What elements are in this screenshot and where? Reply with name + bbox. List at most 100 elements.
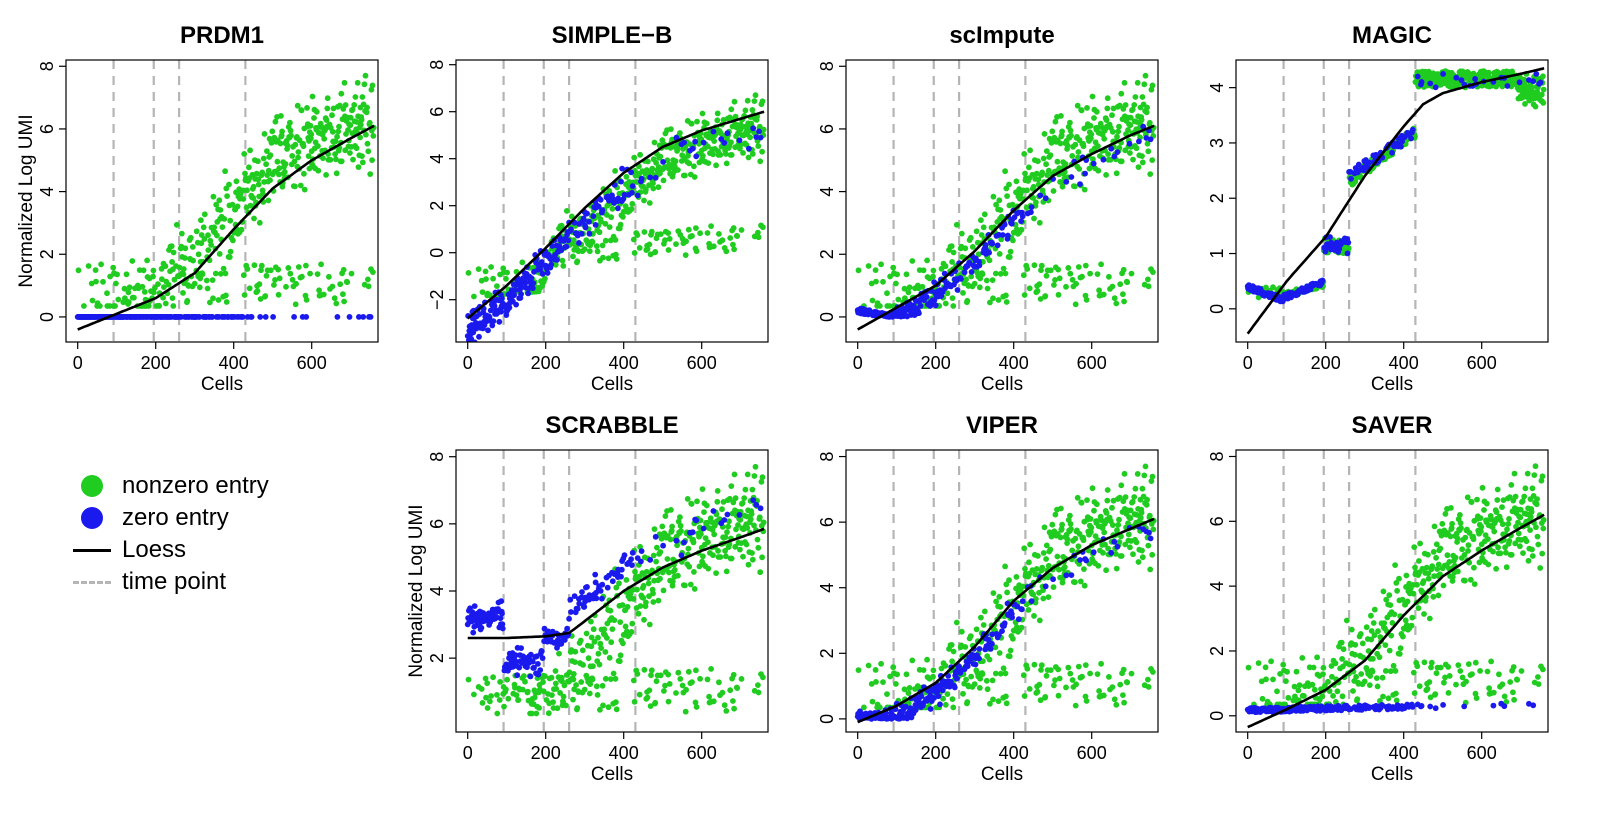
nonzero-point bbox=[950, 648, 957, 655]
nonzero-point bbox=[150, 267, 157, 274]
nonzero-point bbox=[1368, 636, 1375, 643]
nonzero-point bbox=[704, 230, 711, 236]
nonzero-point bbox=[1030, 195, 1037, 201]
nonzero-point bbox=[313, 108, 320, 115]
zero-point bbox=[496, 318, 503, 325]
nonzero-point bbox=[1044, 172, 1051, 179]
nonzero-point bbox=[666, 165, 672, 172]
nonzero-point bbox=[1132, 94, 1139, 100]
nonzero-point bbox=[1280, 661, 1287, 668]
zero-point bbox=[529, 285, 536, 292]
nonzero-point bbox=[1363, 624, 1370, 631]
nonzero-point bbox=[703, 120, 710, 127]
nonzero-point bbox=[1499, 83, 1506, 90]
nonzero-point bbox=[650, 180, 656, 187]
nonzero-point bbox=[1056, 165, 1063, 172]
nonzero-point bbox=[579, 647, 586, 654]
zero-point bbox=[593, 595, 600, 602]
nonzero-point bbox=[490, 275, 496, 282]
zero-point bbox=[1037, 192, 1044, 199]
zero-point bbox=[499, 295, 505, 302]
zero-point bbox=[721, 517, 728, 523]
nonzero-point bbox=[1431, 523, 1438, 530]
nonzero-point bbox=[1426, 679, 1433, 685]
nonzero-point bbox=[949, 696, 956, 702]
nonzero-point bbox=[1329, 673, 1335, 680]
zero-point bbox=[539, 655, 546, 661]
nonzero-point bbox=[1082, 693, 1089, 700]
nonzero-point bbox=[1538, 91, 1545, 98]
nonzero-point bbox=[1121, 699, 1127, 706]
nonzero-point bbox=[1437, 664, 1444, 671]
zero-point bbox=[487, 307, 494, 314]
nonzero-point bbox=[1113, 170, 1120, 177]
nonzero-point bbox=[759, 148, 765, 155]
zero-point bbox=[976, 655, 982, 662]
nonzero-point bbox=[754, 536, 761, 543]
nonzero-point bbox=[893, 681, 899, 687]
nonzero-point bbox=[264, 148, 270, 155]
zero-point bbox=[568, 609, 574, 615]
nonzero-point bbox=[1052, 511, 1059, 518]
nonzero-point bbox=[705, 143, 711, 150]
nonzero-point bbox=[672, 158, 679, 165]
nonzero-point bbox=[1002, 270, 1009, 277]
nonzero-point bbox=[996, 650, 1003, 656]
y-tick-label: 6 bbox=[37, 124, 57, 134]
nonzero-point bbox=[744, 525, 751, 531]
nonzero-point bbox=[1142, 463, 1149, 470]
nonzero-point bbox=[258, 267, 264, 274]
nonzero-point bbox=[581, 246, 588, 253]
nonzero-point bbox=[1006, 181, 1012, 188]
nonzero-point bbox=[693, 667, 699, 674]
zero-point bbox=[1398, 143, 1404, 150]
nonzero-point bbox=[1149, 82, 1156, 89]
zero-point bbox=[346, 314, 353, 320]
nonzero-point bbox=[1132, 485, 1139, 492]
zero-point bbox=[989, 640, 995, 647]
zero-point bbox=[976, 646, 983, 652]
nonzero-point bbox=[1122, 494, 1129, 500]
nonzero-point bbox=[1423, 564, 1430, 571]
nonzero-point bbox=[1072, 579, 1078, 586]
nonzero-point bbox=[691, 586, 698, 592]
nonzero-point bbox=[953, 221, 960, 228]
nonzero-point bbox=[1415, 605, 1422, 611]
nonzero-point bbox=[609, 205, 616, 212]
nonzero-point bbox=[1103, 117, 1110, 123]
nonzero-point bbox=[1357, 631, 1364, 637]
nonzero-point bbox=[250, 195, 257, 201]
nonzero-point bbox=[1143, 501, 1150, 508]
zero-point bbox=[736, 512, 743, 518]
nonzero-point bbox=[1056, 275, 1063, 282]
nonzero-point bbox=[636, 245, 643, 251]
nonzero-point bbox=[749, 556, 756, 563]
nonzero-point bbox=[624, 603, 631, 610]
nonzero-point bbox=[1088, 131, 1095, 138]
zero-point bbox=[478, 624, 485, 631]
nonzero-point bbox=[971, 681, 978, 687]
nonzero-point bbox=[653, 558, 659, 565]
zero-point bbox=[548, 261, 555, 268]
nonzero-point bbox=[697, 517, 704, 524]
nonzero-point bbox=[1073, 681, 1079, 688]
nonzero-point bbox=[649, 165, 656, 172]
zero-point bbox=[1114, 149, 1121, 156]
nonzero-point bbox=[619, 602, 626, 608]
nonzero-point bbox=[262, 293, 269, 299]
x-tick-label: 200 bbox=[921, 743, 951, 763]
nonzero-point bbox=[861, 704, 867, 711]
nonzero-point bbox=[617, 652, 624, 659]
nonzero-point bbox=[326, 273, 332, 280]
nonzero-point bbox=[334, 133, 340, 140]
nonzero-point bbox=[737, 516, 744, 523]
nonzero-point bbox=[238, 226, 245, 233]
nonzero-point bbox=[691, 163, 697, 170]
nonzero-point bbox=[992, 670, 999, 677]
x-tick-label: 0 bbox=[463, 743, 473, 763]
nonzero-point bbox=[645, 580, 652, 587]
nonzero-point bbox=[1064, 142, 1071, 149]
nonzero-point bbox=[1006, 577, 1012, 584]
nonzero-point bbox=[755, 234, 762, 241]
nonzero-point bbox=[1043, 272, 1050, 279]
